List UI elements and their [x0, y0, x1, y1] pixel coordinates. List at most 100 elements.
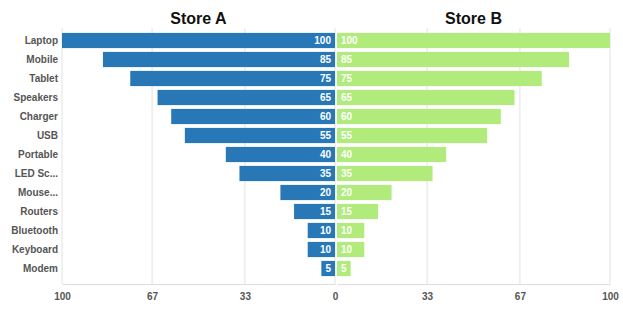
data-label: 75: [341, 73, 353, 84]
x-axis: 33 67 100: [338, 284, 620, 302]
bar: [226, 147, 335, 162]
bar: [337, 242, 364, 257]
x-tick-label: 33: [240, 291, 252, 302]
series-title: Store B: [445, 10, 502, 27]
bar: [337, 223, 364, 238]
y-tick-label: Routers: [20, 206, 58, 217]
y-tick: Laptop: [25, 35, 58, 46]
y-tick-label: Mouse...: [18, 187, 58, 198]
y-tick-label: LED Sc...: [15, 168, 59, 179]
x-tick-label: 33: [422, 291, 434, 302]
y-tick: Bluetooth: [11, 225, 58, 236]
x-tick: 67: [515, 284, 527, 302]
y-tick: Charger: [20, 111, 58, 122]
bar: [239, 166, 335, 181]
data-label: 10: [341, 244, 353, 255]
y-tick-label: Tablet: [29, 73, 58, 84]
bar: [103, 52, 335, 67]
bar: [337, 204, 378, 219]
data-label: 85: [341, 54, 353, 65]
y-tick: USB: [37, 130, 58, 141]
y-tick: Keyboard: [12, 244, 58, 255]
grid-line: [62, 28, 63, 284]
bar: [337, 33, 610, 48]
y-tick: Routers: [20, 206, 58, 217]
y-tick-label: USB: [37, 130, 58, 141]
y-tick: LED Sc...: [15, 168, 59, 179]
y-tick: Modem: [23, 263, 58, 274]
x-tick: 0: [333, 284, 339, 302]
x-tick: 33: [240, 284, 252, 302]
bar: [337, 261, 351, 276]
data-label: 10: [341, 225, 353, 236]
data-label: 75: [320, 73, 332, 84]
bar-group: [62, 33, 335, 276]
y-tick: Portable: [18, 149, 58, 160]
data-labels: 10085756560554035201510105: [341, 35, 358, 274]
bar: [337, 128, 487, 143]
y-tick-label: Charger: [20, 111, 58, 122]
bar-group: [337, 33, 610, 276]
data-label: 40: [341, 149, 353, 160]
data-label: 15: [320, 206, 332, 217]
bar: [337, 147, 446, 162]
grid-line: [610, 28, 611, 284]
y-tick-label: Keyboard: [12, 244, 58, 255]
x-axis-line: [338, 284, 611, 285]
bar: [62, 33, 335, 48]
y-tick-label: Modem: [23, 263, 58, 274]
y-tick-label: Bluetooth: [11, 225, 58, 236]
data-label: 100: [314, 35, 331, 46]
data-label: 35: [341, 168, 353, 179]
data-label: 35: [320, 168, 332, 179]
y-tick: Speakers: [14, 92, 59, 103]
x-tick-label: 100: [602, 291, 619, 302]
y-tick-label: Portable: [18, 149, 58, 160]
data-label: 20: [341, 187, 353, 198]
data-label: 85: [320, 54, 332, 65]
chart: 1008575656055403520151010510085756560554…: [0, 0, 623, 318]
data-label: 55: [341, 130, 353, 141]
data-label: 20: [320, 187, 332, 198]
data-label: 10: [320, 225, 332, 236]
x-tick: 100: [602, 284, 619, 302]
bar: [280, 185, 335, 200]
bar: [337, 166, 433, 181]
bar: [130, 71, 335, 86]
y-tick: Mobile: [26, 54, 58, 65]
data-label: 5: [325, 263, 331, 274]
y-tick: Tablet: [29, 73, 58, 84]
series-title: Store A: [170, 10, 227, 27]
bar: [337, 90, 514, 105]
x-axis: 0 33 67 100: [54, 284, 339, 302]
bar: [171, 109, 335, 124]
y-tick: Mouse...: [18, 187, 58, 198]
data-labels: 10085756560554035201510105: [314, 35, 331, 274]
data-label: 60: [320, 111, 332, 122]
bar: [308, 223, 335, 238]
y-tick-label: Speakers: [14, 92, 59, 103]
bar: [337, 52, 569, 67]
bar: [158, 90, 335, 105]
data-label: 60: [341, 111, 353, 122]
x-tick: 100: [54, 284, 71, 302]
x-tick: 67: [147, 284, 159, 302]
data-label: 40: [320, 149, 332, 160]
grid: [62, 28, 610, 284]
bar: [294, 204, 335, 219]
data-label: 65: [341, 92, 353, 103]
x-axis-line: [63, 284, 336, 285]
x-tick-label: 67: [147, 291, 159, 302]
data-label: 15: [341, 206, 353, 217]
bar: [185, 128, 335, 143]
x-tick-label: 0: [333, 291, 339, 302]
x-tick-label: 100: [54, 291, 71, 302]
bar: [337, 109, 501, 124]
data-label: 5: [341, 263, 347, 274]
y-axis: Laptop Mobile Tablet Speakers Charger USB Port…: [11, 35, 58, 274]
data-label: 55: [320, 130, 332, 141]
y-tick-label: Mobile: [26, 54, 58, 65]
y-tick-label: Laptop: [25, 35, 58, 46]
data-label: 10: [320, 244, 332, 255]
bar: [321, 261, 335, 276]
